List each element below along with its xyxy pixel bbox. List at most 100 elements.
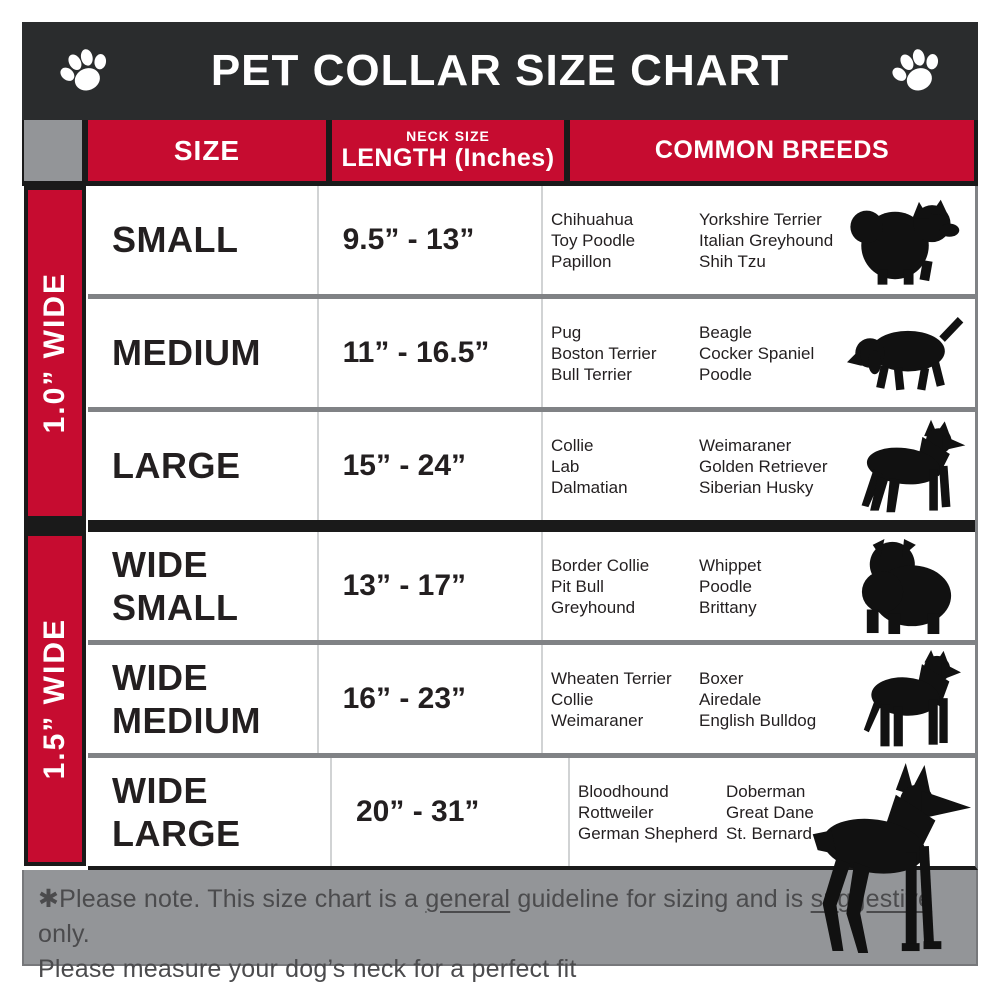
footnote: ✱Please note. This size chart is a gener… (22, 870, 978, 983)
row-separator (88, 294, 975, 299)
breed-name: Shih Tzu (699, 251, 766, 271)
width-section-2-label: 1.5” WIDE (38, 618, 71, 780)
size-label: SMALL (112, 219, 239, 261)
breeds-column-2: Weimaraner Golden Retriever Siberian Hus… (699, 435, 847, 498)
header-corner-cell (24, 120, 82, 181)
chart-container: PET COLLAR SIZE CHART SIZE NECK SIZE LEN… (22, 0, 978, 983)
breeds-cell: Bloodhound Rottweiler German Shepherd Do… (568, 758, 975, 866)
breeds-column-1: Bloodhound Rottweiler German Shepherd (578, 781, 726, 844)
row-medium: MEDIUM 11” - 16.5” Pug Boston Terrier Bu… (88, 299, 975, 407)
breeds-column-2: Whippet Poodle Brittany (699, 555, 847, 618)
width-section-1-bar: 1.0” WIDE (24, 186, 86, 520)
breed-name: Collie (551, 435, 594, 455)
breed-name: Brittany (699, 597, 757, 617)
header-neck-size-label: NECK SIZE (406, 128, 490, 144)
breeds-column-2: Boxer Airedale English Bulldog (699, 668, 847, 731)
breed-name: Weimaraner (699, 435, 792, 455)
breed-name: Rottweiler (578, 802, 654, 822)
paw-icon (52, 39, 116, 103)
neck-length-value: 15” - 24” (316, 412, 541, 520)
page-title: PET COLLAR SIZE CHART (210, 46, 790, 95)
neck-length-value: 9.5” - 13” (316, 186, 541, 294)
size-label: WIDE MEDIUM (112, 656, 261, 741)
breed-name: Whippet (699, 555, 762, 575)
breeds-cell: Wheaten Terrier Collie Weimaraner Boxer … (541, 645, 975, 753)
title-bar: PET COLLAR SIZE CHART (22, 22, 978, 120)
neck-length-value: 16” - 23” (316, 645, 541, 753)
header-length-label: LENGTH (Inches) (341, 144, 555, 172)
breed-name: Papillon (551, 251, 612, 271)
breed-name: Dalmatian (551, 477, 628, 497)
neck-length-value: 13” - 17” (316, 532, 541, 640)
breed-name: Pit Bull (551, 576, 604, 596)
neck-length-value: 20” - 31” (330, 758, 568, 866)
breed-name: English Bulldog (699, 710, 817, 730)
footnote-text: guideline for sizing and is (510, 885, 811, 913)
row-wide-small: WIDE SMALL 13” - 17” Border Collie Pit B… (88, 532, 975, 640)
bulldog-silhouette-icon (847, 537, 967, 635)
breeds-cell: Border Collie Pit Bull Greyhound Whippet… (541, 532, 975, 640)
row-separator (88, 640, 975, 645)
breed-name: Border Collie (551, 555, 650, 575)
pomeranian-silhouette-icon (847, 191, 967, 289)
breed-name: Siberian Husky (699, 477, 814, 497)
breeds-column-2: Yorkshire Terrier Italian Greyhound Shih… (699, 209, 847, 272)
breed-name: Wheaten Terrier (551, 668, 672, 688)
width-rail: 1.0” WIDE 1.5” WIDE (24, 186, 86, 866)
footnote-underlined-word: general (425, 885, 511, 913)
breed-name: Pug (551, 322, 582, 342)
size-label: LARGE (112, 445, 241, 487)
row-large: LARGE 15” - 24” Collie Lab Dalmatian Wei… (88, 412, 975, 520)
breed-name: Bloodhound (578, 781, 669, 801)
neck-length-value: 11” - 16.5” (316, 299, 541, 407)
breeds-cell: Collie Lab Dalmatian Weimaraner Golden R… (541, 412, 975, 520)
breeds-cell: Chihuahua Toy Poodle Papillon Yorkshire … (541, 186, 975, 294)
footnote-text: only. (38, 920, 90, 948)
footnote-text: ✱Please note. This size chart is a (38, 885, 426, 913)
width-section-2-bar: 1.5” WIDE (24, 532, 86, 866)
breed-name: Weimaraner (551, 710, 644, 730)
header-size: SIZE (88, 120, 326, 181)
section-separator (88, 520, 975, 532)
breed-name: Boston Terrier (551, 343, 657, 363)
doberman-silhouette-icon (787, 762, 975, 962)
breed-name: Golden Retriever (699, 456, 828, 476)
header-neck-length: NECK SIZE LENGTH (Inches) (332, 120, 564, 181)
breed-name: Beagle (699, 322, 752, 342)
breeds-column-1: Chihuahua Toy Poodle Papillon (551, 209, 699, 272)
breed-name: Italian Greyhound (699, 230, 834, 250)
german-shepherd-silhouette-icon (847, 417, 967, 515)
breed-name: Airedale (699, 689, 762, 709)
paw-icon (884, 39, 948, 103)
breed-name: Collie (551, 689, 594, 709)
row-small: SMALL 9.5” - 13” Chihuahua Toy Poodle Pa… (88, 186, 975, 294)
breed-name: Cocker Spaniel (699, 343, 815, 363)
table-header-row: SIZE NECK SIZE LENGTH (Inches) COMMON BR… (22, 120, 978, 186)
breed-name: St. Bernard (726, 823, 812, 843)
width-section-1-label: 1.0” WIDE (38, 272, 71, 434)
breed-name: Doberman (726, 781, 806, 801)
breeds-column-1: Pug Boston Terrier Bull Terrier (551, 322, 699, 385)
breeds-column-1: Collie Lab Dalmatian (551, 435, 699, 498)
row-separator (88, 753, 975, 758)
size-label: WIDE LARGE (112, 769, 241, 854)
breed-name: German Shepherd (578, 823, 718, 843)
header-common-breeds: COMMON BREEDS (570, 120, 974, 181)
table-body: 1.0” WIDE 1.5” WIDE SMALL 9.5” - 13” Chi… (22, 186, 978, 954)
breed-name: Chihuahua (551, 209, 634, 229)
breeds-column-2: Doberman Great Dane St. Bernard (726, 781, 874, 844)
row-separator (88, 407, 975, 412)
size-label: MEDIUM (112, 332, 261, 374)
breeds-column-1: Wheaten Terrier Collie Weimaraner (551, 668, 699, 731)
section-divider (24, 520, 86, 532)
row-wide-medium: WIDE MEDIUM 16” - 23” Wheaten Terrier Co… (88, 645, 975, 753)
pit-bull-silhouette-icon (847, 650, 967, 748)
size-label: WIDE SMALL (112, 543, 239, 628)
breed-name: Great Dane (726, 802, 814, 822)
footnote-line-1: ✱Please note. This size chart is a gener… (38, 882, 962, 952)
breed-name: Poodle (699, 364, 752, 384)
breeds-cell: Pug Boston Terrier Bull Terrier Beagle C… (541, 299, 975, 407)
footnote-line-2: Please measure your dog’s neck for a per… (38, 955, 577, 983)
breed-name: Boxer (699, 668, 744, 688)
